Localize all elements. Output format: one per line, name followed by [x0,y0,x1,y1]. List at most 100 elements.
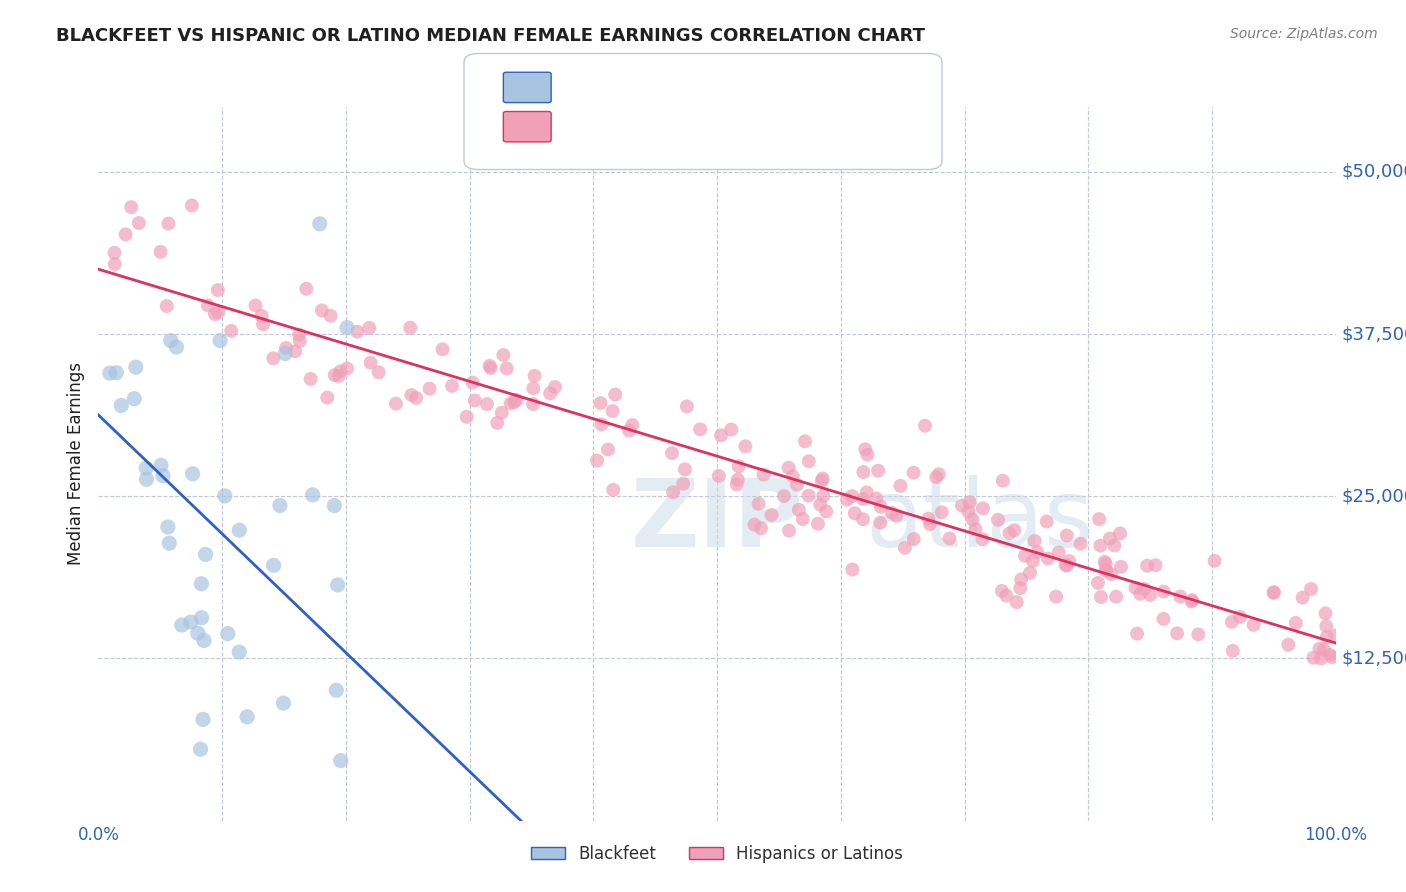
Point [301,488,323,502]
Point [122,392,145,406]
Point [673,462,696,476]
Point [165,340,187,354]
Point [1056,558,1078,573]
Point [405,391,427,405]
Point [263,558,285,573]
Point [792,512,814,526]
Point [794,434,817,449]
Point [621,417,644,432]
Point [865,491,887,506]
Point [727,459,749,474]
Point [931,505,953,519]
Point [157,217,180,231]
Text: $50,000: $50,000 [1341,163,1406,181]
Point [125,360,148,375]
Point [1129,587,1152,601]
Point [1181,594,1204,608]
Point [998,526,1021,541]
Point [245,299,267,313]
Point [336,361,359,376]
Point [288,334,311,348]
Point [1109,559,1132,574]
Point [207,283,229,297]
Point [1168,590,1191,604]
Point [110,399,132,413]
Point [894,541,917,555]
Point [880,506,903,520]
Point [204,307,226,321]
Point [128,216,150,230]
Point [965,522,987,536]
Point [962,512,984,526]
Point [869,500,891,514]
Point [1126,626,1149,640]
Text: -0.921: -0.921 [605,118,669,136]
Point [605,387,627,401]
Point [918,517,941,532]
Point [197,298,219,312]
Text: $25,000: $25,000 [1341,487,1406,505]
Point [491,406,513,420]
Point [159,334,181,348]
Point [748,497,770,511]
Point [868,464,890,478]
Point [1059,554,1081,568]
Point [1243,618,1265,632]
Point [586,453,609,467]
Point [689,422,711,436]
Point [492,348,515,362]
Point [120,200,142,214]
Point [786,477,808,491]
Point [299,372,322,386]
Point [288,327,311,342]
Point [1070,537,1092,551]
Point [856,448,879,462]
Point [1090,590,1112,604]
Point [326,578,349,592]
Point [522,381,544,395]
Point [991,474,1014,488]
Point [1263,586,1285,600]
Text: N =: N = [689,78,728,96]
Point [749,521,772,535]
Point [841,489,863,503]
Point [1313,642,1336,657]
Point [1153,584,1175,599]
Point [1181,593,1204,607]
Point [209,334,232,348]
Point [250,309,273,323]
Point [401,388,423,402]
Point [1036,551,1059,566]
Point [959,495,981,509]
Point [1104,538,1126,552]
Text: atlas: atlas [866,475,1094,567]
Point [1099,567,1122,582]
Point [1094,555,1116,569]
Point [1229,610,1251,624]
Point [1291,591,1313,605]
Text: -0.009: -0.009 [605,78,669,96]
Point [325,683,347,698]
Point [228,523,250,537]
Point [1302,650,1324,665]
Point [1026,545,1049,559]
Point [544,380,567,394]
Point [149,244,172,259]
Point [1152,612,1174,626]
Text: R =: R = [562,78,602,96]
Point [1035,515,1057,529]
Point [156,299,179,313]
Point [727,473,749,487]
Point [903,532,925,546]
Point [262,351,284,366]
Point [191,712,214,726]
Point [1285,615,1308,630]
Point [295,282,318,296]
Point [589,396,612,410]
Point [810,474,832,488]
Text: R =: R = [562,118,602,136]
Point [269,499,291,513]
Point [707,468,730,483]
Point [787,502,810,516]
Point [523,368,546,383]
